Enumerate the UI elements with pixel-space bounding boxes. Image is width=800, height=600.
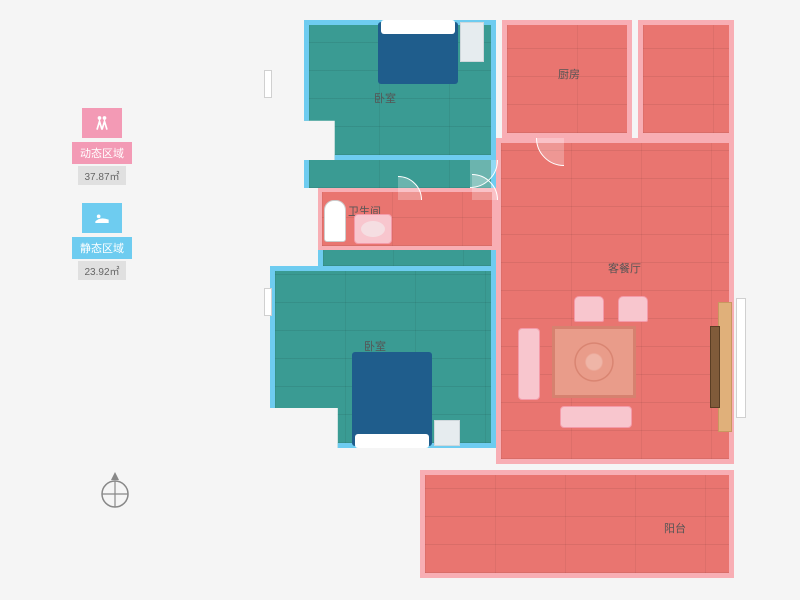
room-kitchen-label: 厨房 bbox=[558, 66, 580, 82]
furniture-armchair-2 bbox=[618, 296, 648, 322]
legend-dynamic-label: 动态区域 bbox=[72, 142, 132, 164]
sleep-icon bbox=[82, 203, 122, 233]
room-entry bbox=[638, 20, 734, 138]
window-1 bbox=[264, 70, 272, 98]
furniture-sofa-left bbox=[518, 328, 540, 400]
window-2 bbox=[264, 288, 272, 316]
furniture-armchair-1 bbox=[574, 296, 604, 322]
room-balcony-label: 阳台 bbox=[664, 520, 686, 536]
floor-plan: 卧室 卫生间 卧室 厨房 客餐厅 阳台 bbox=[270, 8, 750, 588]
furniture-nightstand-1 bbox=[460, 22, 484, 62]
furniture-tv-stand bbox=[718, 302, 732, 432]
legend-static: 静态区域 23.92㎡ bbox=[72, 203, 132, 280]
compass-icon bbox=[98, 470, 132, 515]
furniture-rug bbox=[552, 326, 636, 398]
legend: 动态区域 37.87㎡ 静态区域 23.92㎡ bbox=[72, 108, 132, 298]
furniture-bed-1 bbox=[378, 22, 458, 84]
room-living-label: 客餐厅 bbox=[608, 260, 641, 276]
legend-static-value: 23.92㎡ bbox=[78, 261, 126, 280]
furniture-sink bbox=[354, 214, 392, 244]
legend-static-label: 静态区域 bbox=[72, 237, 132, 259]
furniture-tv bbox=[710, 326, 720, 408]
room-balcony bbox=[420, 470, 734, 578]
legend-dynamic: 动态区域 37.87㎡ bbox=[72, 108, 132, 185]
hallway-strip-2 bbox=[318, 250, 496, 266]
furniture-sofa-bottom bbox=[560, 406, 632, 428]
furniture-bed-2 bbox=[352, 352, 432, 446]
legend-dynamic-value: 37.87㎡ bbox=[78, 166, 126, 185]
furniture-toilet bbox=[324, 200, 346, 242]
room-bedroom1-label: 卧室 bbox=[374, 90, 396, 106]
people-icon bbox=[82, 108, 122, 138]
window-3 bbox=[736, 298, 746, 418]
furniture-nightstand-2 bbox=[434, 420, 460, 446]
